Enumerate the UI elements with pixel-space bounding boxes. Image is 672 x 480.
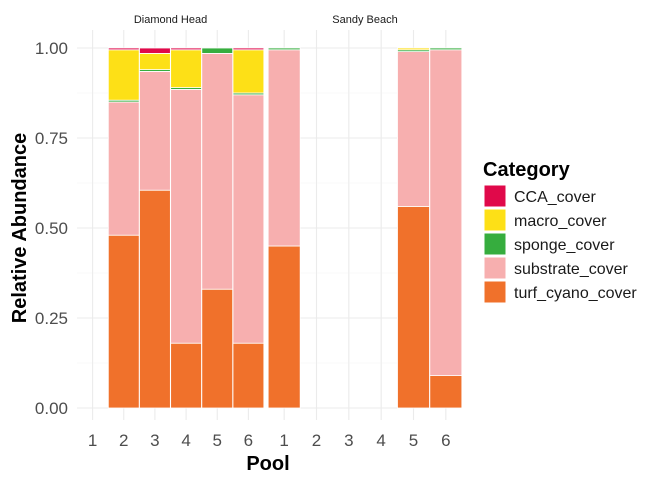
legend-swatch xyxy=(483,232,507,256)
x-tick-label: 5 xyxy=(409,431,418,450)
legend-label: sponge_cover xyxy=(514,237,615,254)
bar-segment-turf-cyano-cover xyxy=(232,342,265,409)
bar-segment-substrate-cover xyxy=(429,49,463,376)
y-axis: 0.00 0.25 0.50 0.75 1.00 xyxy=(35,39,68,418)
x-tick-label: 2 xyxy=(119,431,128,450)
legend-label: macro_cover xyxy=(514,213,607,230)
bar-segment-substrate-cover xyxy=(107,101,140,236)
legend-label: CCA_cover xyxy=(514,189,596,206)
legend-label: substrate_cover xyxy=(514,261,629,278)
x-tick-label: 5 xyxy=(213,431,222,450)
x-tick-label: 1 xyxy=(88,431,97,450)
bar-segment-sponge-cover xyxy=(201,47,234,54)
legend-title: Category xyxy=(483,159,571,181)
bar-segment-macro-cover xyxy=(107,49,140,101)
y-tick-label: 0.25 xyxy=(35,309,68,328)
bar-segment-macro-cover xyxy=(139,53,171,71)
legend-item: CCA_cover xyxy=(483,184,596,208)
legend-item: turf_cyano_cover xyxy=(483,280,637,304)
x-tick-label: 2 xyxy=(312,431,321,450)
x-tick-label: 1 xyxy=(279,431,288,450)
legend-item: sponge_cover xyxy=(483,232,615,256)
y-tick-label: 1.00 xyxy=(35,39,68,58)
legend-swatch xyxy=(483,184,507,208)
facet-panel: Sandy Beach 1 2 3 4 5 6 xyxy=(267,14,463,450)
x-tick-label: 3 xyxy=(344,431,353,450)
bar-segment-turf-cyano-cover xyxy=(170,342,202,409)
bar-segment-CCA-cover xyxy=(139,47,171,54)
bar-segment-sponge-cover xyxy=(267,47,301,51)
bar-segment-substrate-cover xyxy=(397,51,430,207)
bar-segment-substrate-cover xyxy=(170,89,202,344)
bar-segment-substrate-cover xyxy=(267,49,301,247)
facet-panel: Diamond Head 1 2 3 4 5 6 xyxy=(77,14,265,450)
y-tick-label: 0.50 xyxy=(35,219,68,238)
y-axis-title: Relative Abundance xyxy=(9,133,31,323)
bar-segment-substrate-cover xyxy=(139,71,171,191)
x-tick-label: 3 xyxy=(150,431,159,450)
bar-segment-substrate-cover xyxy=(232,94,265,344)
legend-item: substrate_cover xyxy=(483,256,629,280)
legend-swatch xyxy=(483,280,507,304)
x-tick-label: 4 xyxy=(181,431,190,450)
x-tick-label: 6 xyxy=(244,431,253,450)
bar-segment-macro-cover xyxy=(232,49,265,94)
bar-segment-CCA-cover xyxy=(170,47,202,51)
legend-swatch xyxy=(483,208,507,232)
bar-segment-turf-cyano-cover xyxy=(139,189,171,409)
bars xyxy=(107,47,265,409)
bar-segment-macro-cover xyxy=(397,47,430,51)
bar-segment-turf-cyano-cover xyxy=(397,205,430,409)
y-tick-label: 0.75 xyxy=(35,129,68,148)
bars xyxy=(267,47,463,409)
facet-title: Diamond Head xyxy=(134,14,207,26)
x-tick-label: 6 xyxy=(441,431,450,450)
bar-segment-turf-cyano-cover xyxy=(429,375,463,409)
bar-segment-macro-cover xyxy=(170,49,202,88)
bar-segment-turf-cyano-cover xyxy=(267,245,301,409)
x-axis-title: Pool xyxy=(246,453,289,475)
legend-item: macro_cover xyxy=(483,208,607,232)
bar-segment-turf-cyano-cover xyxy=(201,288,234,409)
x-tick-label: 4 xyxy=(376,431,385,450)
bar-segment-substrate-cover xyxy=(201,53,234,290)
legend-label: turf_cyano_cover xyxy=(514,285,637,302)
legend: Category CCA_cover macro_cover sponge_cove… xyxy=(483,159,637,304)
bar-segment-turf-cyano-cover xyxy=(107,234,140,409)
facet-panels: Diamond Head 1 2 3 4 5 6 Sandy Beach 1 2 3 4 5 6 xyxy=(77,14,463,450)
y-tick-label: 0.00 xyxy=(35,399,68,418)
bar-segment-CCA-cover xyxy=(107,47,140,51)
legend-swatch xyxy=(483,256,507,280)
bar-segment-sponge-cover xyxy=(429,47,463,51)
facet-title: Sandy Beach xyxy=(332,14,397,26)
bar-segment-CCA-cover xyxy=(232,47,265,51)
